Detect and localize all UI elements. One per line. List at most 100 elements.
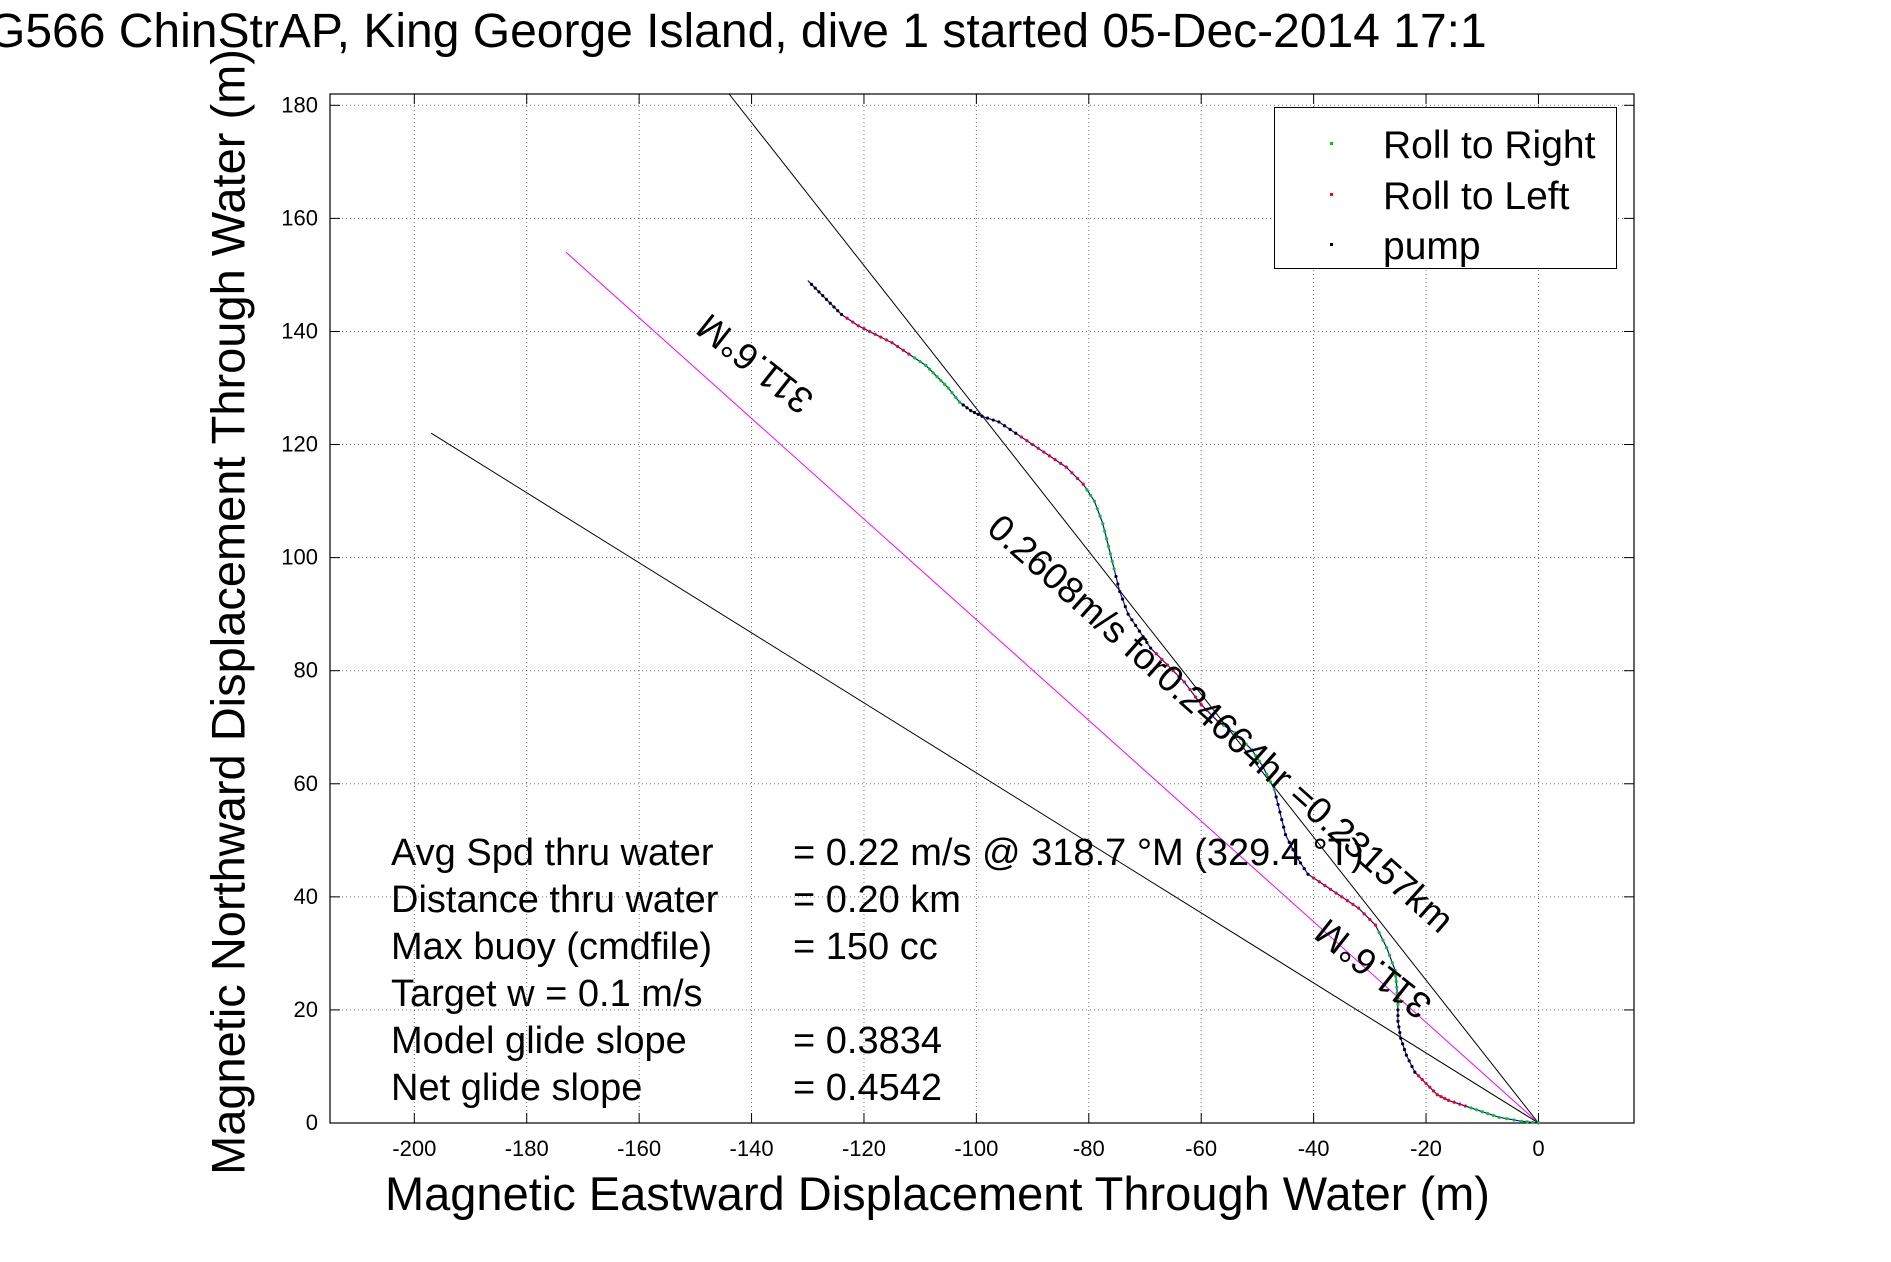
track-point bbox=[1233, 731, 1237, 735]
track-point bbox=[1504, 1117, 1509, 1121]
track-point bbox=[896, 344, 900, 349]
track-point bbox=[901, 348, 905, 352]
plot-frame bbox=[329, 93, 1635, 1124]
track-point bbox=[1116, 582, 1120, 586]
track-point bbox=[1030, 442, 1035, 447]
track-point bbox=[1531, 1120, 1535, 1125]
y-tick-label: 160 bbox=[281, 205, 318, 230]
track-point bbox=[1387, 953, 1392, 957]
track-point bbox=[942, 382, 947, 386]
track-point bbox=[1160, 657, 1164, 661]
track-point bbox=[1351, 902, 1355, 906]
track-point bbox=[1274, 795, 1278, 799]
track-point bbox=[1227, 727, 1231, 731]
track-point bbox=[924, 363, 928, 367]
track-point bbox=[1205, 708, 1209, 712]
track-point bbox=[1118, 589, 1122, 594]
track-point bbox=[1193, 695, 1198, 699]
legend-label-roll-right: Roll to Right bbox=[1383, 124, 1596, 167]
track-point bbox=[821, 294, 825, 298]
track-point bbox=[1323, 883, 1327, 888]
track-point bbox=[927, 367, 932, 371]
x-tick-label: -160 bbox=[617, 1136, 661, 1161]
track-point bbox=[1182, 680, 1186, 684]
track-point bbox=[1282, 825, 1286, 829]
track-point bbox=[1014, 431, 1018, 435]
track-point bbox=[1092, 499, 1097, 503]
track-point bbox=[1265, 772, 1269, 776]
track-point bbox=[1075, 476, 1080, 481]
track-point bbox=[1340, 895, 1344, 899]
track-point bbox=[1416, 1074, 1421, 1078]
track-point bbox=[817, 290, 821, 294]
x-tick-label: -20 bbox=[1410, 1136, 1442, 1161]
stat-model-glide-label: Model glide slope bbox=[391, 1020, 687, 1062]
track-point bbox=[935, 375, 939, 379]
axes-layer: -200 -180 -160 -140 -120 -100 -80 -60 -40 -20 0020… bbox=[281, 92, 1635, 1161]
track-point bbox=[1410, 1064, 1414, 1069]
track-point bbox=[1238, 736, 1243, 741]
line-label-1: 0.2608m/s for0.24664hr =0.23157km bbox=[980, 506, 1462, 940]
stat-max-buoy-value: = 150 cc bbox=[793, 926, 938, 968]
track-point bbox=[1114, 574, 1118, 579]
track-point bbox=[1452, 1100, 1456, 1104]
y-tick-label: 180 bbox=[281, 92, 318, 117]
track-point bbox=[912, 356, 917, 360]
track-point bbox=[1497, 1115, 1501, 1119]
legend: Roll to Right Roll to Left pump bbox=[1274, 107, 1617, 269]
y-tick-label: 0 bbox=[306, 1110, 318, 1135]
track-point bbox=[1431, 1089, 1436, 1093]
x-tick-label: -40 bbox=[1298, 1136, 1330, 1161]
track-point bbox=[1123, 605, 1127, 609]
track-point bbox=[1396, 1002, 1400, 1006]
track-point bbox=[1402, 1047, 1407, 1052]
track-point bbox=[1108, 552, 1112, 556]
reference-lines bbox=[430, 93, 1539, 1124]
track-point bbox=[907, 352, 911, 356]
track-point bbox=[961, 403, 965, 407]
track-point bbox=[1428, 1085, 1432, 1089]
track-point bbox=[946, 386, 950, 390]
track-point bbox=[1171, 669, 1175, 673]
legend-label-pump: pump bbox=[1383, 225, 1481, 268]
track-point bbox=[1395, 997, 1400, 1001]
track-point bbox=[1439, 1095, 1443, 1099]
track-point bbox=[836, 309, 840, 313]
x-tick-label: -140 bbox=[730, 1136, 774, 1161]
track-point bbox=[1188, 687, 1192, 692]
stat-target-w-text: Target w = 0.1 m/s bbox=[391, 973, 703, 1015]
track-point bbox=[1298, 861, 1303, 865]
reference-line-2 bbox=[430, 432, 1539, 1124]
y-tick-label: 140 bbox=[281, 318, 318, 343]
track-point bbox=[845, 316, 849, 320]
track-point bbox=[1413, 1070, 1417, 1074]
track-point bbox=[1435, 1093, 1439, 1097]
track-point bbox=[1106, 544, 1111, 548]
stat-net-glide-label: Net glide slope bbox=[391, 1067, 643, 1109]
track-point bbox=[824, 297, 829, 302]
track-point bbox=[873, 332, 877, 336]
track-point bbox=[1110, 559, 1114, 563]
track-point bbox=[1098, 514, 1102, 518]
track-point bbox=[976, 412, 980, 416]
track-point bbox=[832, 305, 836, 309]
reference-line-1 bbox=[565, 251, 1539, 1124]
track-point bbox=[1394, 974, 1398, 978]
track-point bbox=[1404, 1053, 1408, 1057]
x-tick-label: -200 bbox=[392, 1136, 436, 1161]
x-axis-label: Magnetic Eastward Displacement Through W… bbox=[385, 1167, 1490, 1220]
track-point bbox=[879, 335, 883, 339]
track-point bbox=[1377, 931, 1381, 935]
track-point bbox=[1393, 968, 1397, 972]
track-point bbox=[1244, 742, 1248, 746]
legend-marker-pump bbox=[1330, 243, 1333, 246]
track-point bbox=[1272, 787, 1276, 792]
track-point bbox=[884, 338, 889, 342]
track-point bbox=[1334, 891, 1338, 895]
track-point bbox=[1276, 802, 1280, 807]
track-point bbox=[1059, 461, 1063, 465]
track-point bbox=[1381, 938, 1385, 942]
track-point bbox=[1395, 991, 1399, 995]
track-point bbox=[1085, 488, 1089, 492]
track-point bbox=[1420, 1078, 1424, 1082]
